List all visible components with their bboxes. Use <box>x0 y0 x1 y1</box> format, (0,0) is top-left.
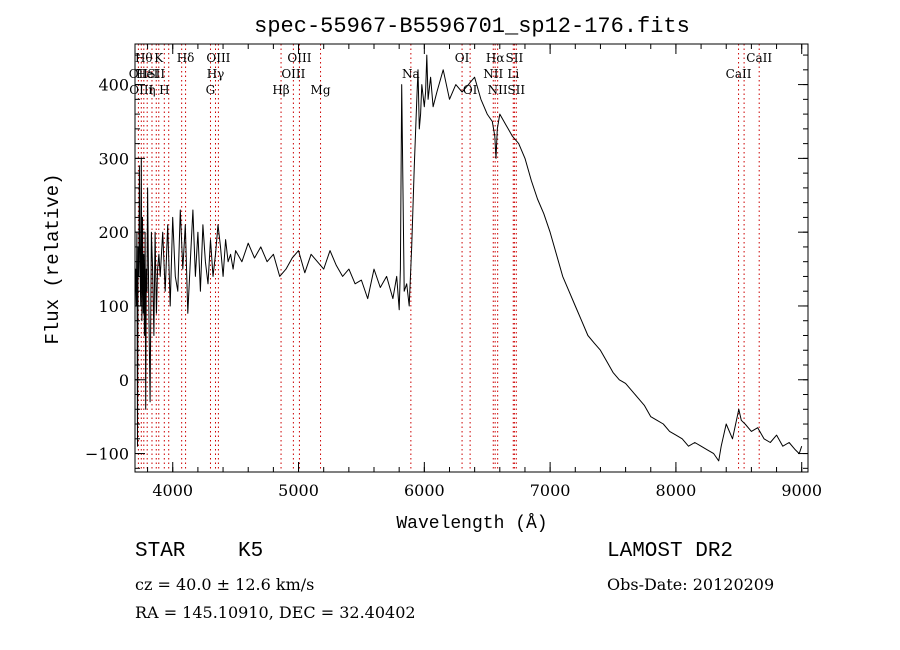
y-tick-label: −100 <box>85 445 129 464</box>
line-label: H <box>159 83 169 97</box>
survey-name: LAMOST DR2 <box>607 540 734 563</box>
spectrum-line <box>134 54 803 462</box>
series-layer <box>134 54 803 462</box>
line-label: K <box>154 51 164 65</box>
line-label: SII <box>506 51 524 65</box>
line-label: OIII <box>281 67 305 81</box>
spectral-line-labels: OIIOIIIHθHeIηSIIKHHδGHγOIIIHβOIIIOIIIMgN… <box>129 51 773 97</box>
obs-date: Obs-Date: 20120209 <box>607 575 775 594</box>
y-tick-label: 100 <box>98 297 129 316</box>
chart-title: spec-55967-B5596701_sp12-176.fits <box>254 14 690 39</box>
line-label: HeI <box>136 67 159 81</box>
line-label: OIII <box>287 51 311 65</box>
x-tick-label: 5000 <box>278 481 319 500</box>
line-label: η <box>148 83 155 97</box>
y-tick-label: 0 <box>119 371 129 390</box>
x-tick-label: 9000 <box>781 481 822 500</box>
object-class: STAR <box>135 540 186 563</box>
line-label: NII <box>483 67 503 81</box>
y-axis-label: Flux (relative) <box>42 173 64 344</box>
line-label: Li <box>507 67 519 81</box>
line-label: OI <box>455 51 470 65</box>
cz-value: cz = 40.0 ± 12.6 km/s <box>135 575 315 594</box>
object-subclass: K5 <box>238 540 264 563</box>
line-label: Na <box>402 67 420 81</box>
x-tick-label: 6000 <box>404 481 445 500</box>
y-tick-label: 300 <box>98 149 129 168</box>
x-axis-label: Wavelength (Å) <box>396 513 547 534</box>
line-label: Hδ <box>177 51 195 65</box>
axis-ticks: 4000 5000 6000 7000 8000 9000 −100 0 100 200 300 40… <box>85 44 822 500</box>
plot-frame <box>134 43 809 473</box>
spectral-line-markers <box>137 44 760 472</box>
line-label: SII <box>147 67 165 81</box>
line-label: CaII <box>746 51 772 65</box>
line-label: NII <box>488 83 508 97</box>
y-tick-label: 200 <box>98 223 129 242</box>
line-label: SII <box>507 83 525 97</box>
x-tick-label: 8000 <box>656 481 697 500</box>
line-label: CaII <box>726 67 752 81</box>
line-label: Hβ <box>272 83 289 97</box>
line-label: OIII <box>206 51 230 65</box>
line-label: Hα <box>486 51 505 65</box>
line-label: OI <box>463 83 478 97</box>
line-label: Hθ <box>135 51 153 65</box>
line-label: G <box>206 83 216 97</box>
line-label: OII <box>129 67 149 81</box>
x-tick-label: 4000 <box>152 481 193 500</box>
line-label: Hγ <box>207 67 225 81</box>
y-tick-label: 400 <box>98 76 129 95</box>
ra-dec: RA = 145.10910, DEC = 32.40402 <box>135 603 416 622</box>
x-tick-label: 7000 <box>530 481 571 500</box>
line-label: Mg <box>311 83 331 97</box>
